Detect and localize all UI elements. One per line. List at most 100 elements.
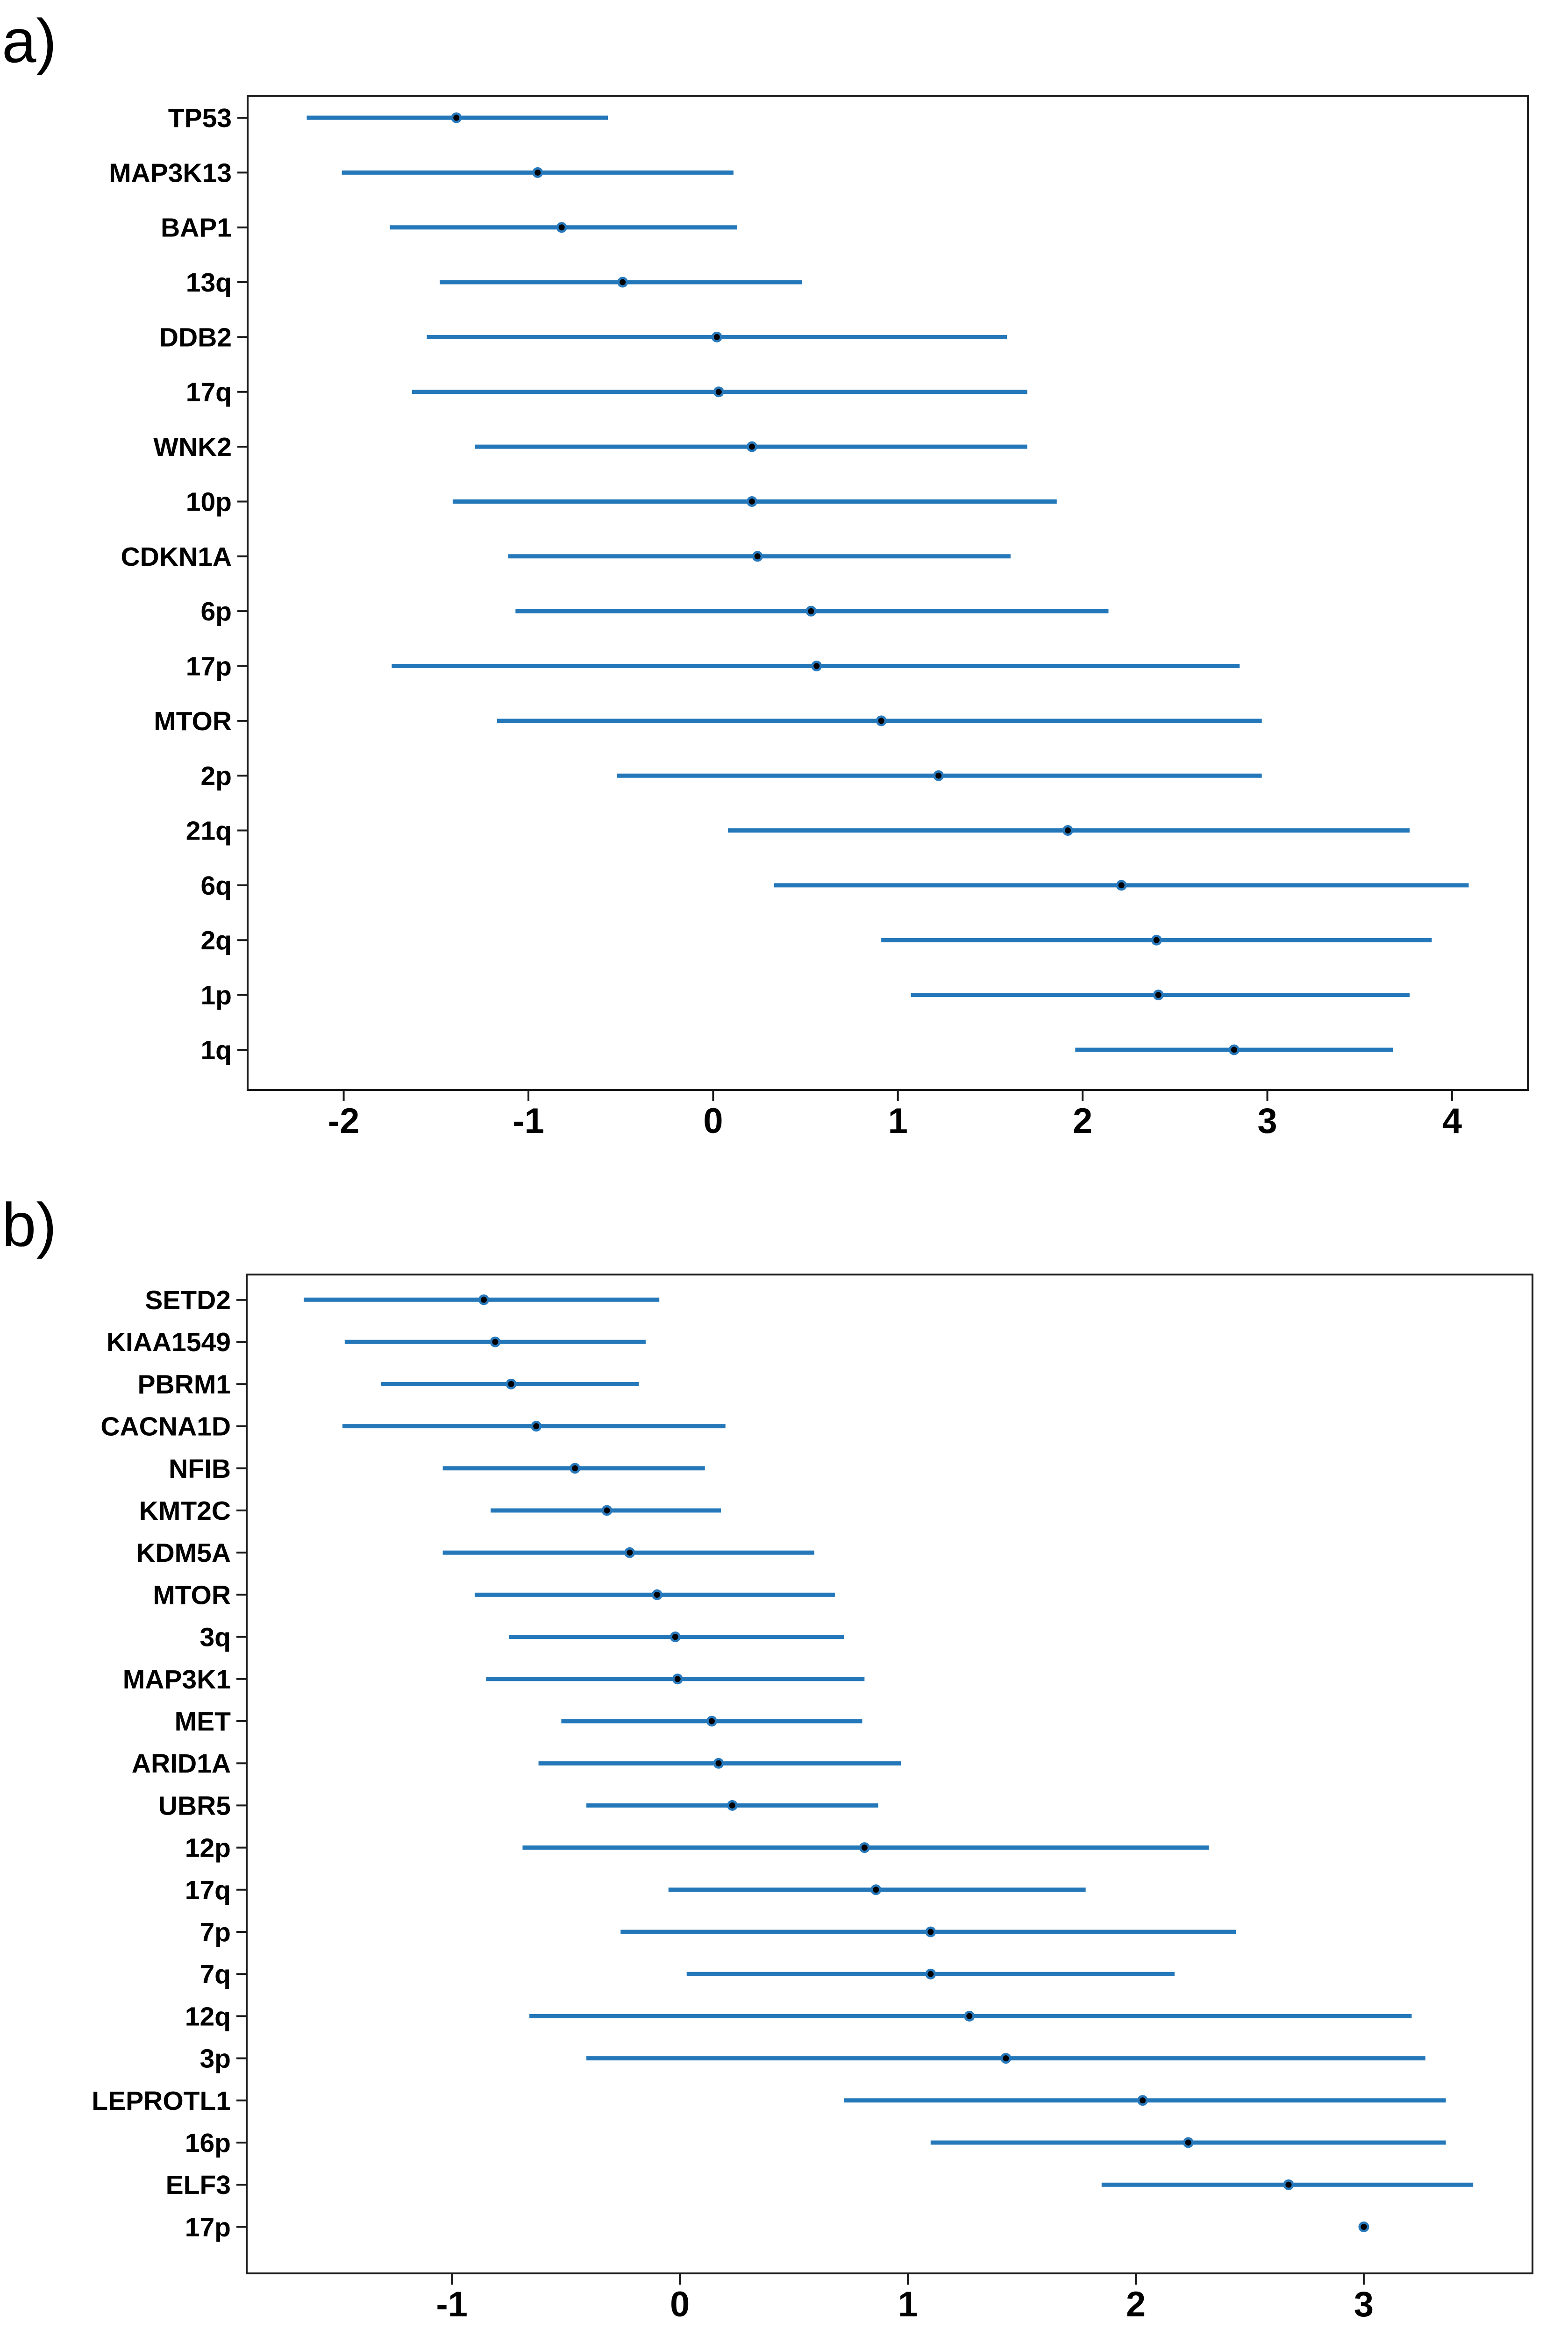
row-label: CACNA1D	[100, 1412, 231, 1442]
row-label: UBR5	[158, 1791, 231, 1821]
row-label: 3p	[200, 2044, 231, 2074]
row-label: MTOR	[154, 706, 232, 736]
row-label: 17q	[185, 1875, 231, 1905]
point-estimate	[1137, 2095, 1148, 2106]
point-estimate	[601, 1505, 613, 1516]
point-estimate	[727, 1800, 738, 1811]
row-label: KDM5A	[136, 1538, 231, 1568]
point-estimate	[706, 1716, 717, 1727]
x-tick-label: 2	[1073, 1101, 1092, 1141]
point-estimate	[876, 715, 887, 726]
panel-a-letter: a)	[2, 7, 57, 75]
x-tick-label: 1	[888, 1101, 908, 1141]
row-label: 21q	[186, 816, 232, 846]
x-tick-label: -2	[328, 1101, 360, 1141]
row-label: NFIB	[169, 1454, 231, 1484]
point-estimate	[670, 1631, 681, 1643]
point-estimate	[805, 605, 817, 617]
x-tick-label: 4	[1442, 1101, 1462, 1141]
row-label: 2p	[200, 761, 232, 791]
point-estimate	[933, 770, 944, 781]
plot-frame-a	[247, 95, 1529, 1091]
row-label: ARID1A	[132, 1749, 231, 1779]
x-tick-label: 2	[1126, 2285, 1146, 2324]
row-label: MET	[175, 1707, 231, 1737]
x-tick-label: 3	[1257, 1101, 1277, 1141]
x-tick-label: 3	[1354, 2285, 1374, 2324]
point-estimate	[531, 1421, 542, 1432]
row-label: 6p	[200, 597, 232, 627]
row-label: MAP3K1	[123, 1665, 231, 1695]
row-label: 13q	[186, 268, 232, 298]
row-label: MAP3K13	[109, 158, 232, 188]
point-estimate	[506, 1378, 517, 1389]
row-label: 1p	[200, 981, 232, 1011]
row-label: 12q	[185, 2001, 231, 2031]
row-label: 3q	[200, 1623, 231, 1652]
point-estimate	[556, 222, 567, 233]
point-estimate	[570, 1463, 581, 1474]
row-label: 6q	[200, 871, 232, 901]
row-label: 12p	[185, 1833, 231, 1863]
point-estimate	[746, 441, 757, 452]
point-estimate	[811, 661, 822, 671]
point-estimate	[713, 1758, 724, 1769]
point-estimate	[624, 1547, 635, 1558]
row-label: WNK2	[153, 432, 232, 462]
point-estimate	[1228, 1044, 1240, 1055]
row-label: 7p	[200, 1917, 231, 1947]
row-label: LEPROTL1	[92, 2086, 231, 2116]
point-estimate	[651, 1589, 663, 1600]
row-label: BAP1	[161, 213, 232, 243]
point-estimate	[451, 112, 462, 123]
point-estimate	[490, 1336, 501, 1347]
point-estimate	[1151, 934, 1162, 946]
row-label: ELF3	[166, 2170, 231, 2200]
point-estimate	[1116, 880, 1127, 891]
point-estimate	[746, 496, 757, 507]
point-estimate	[925, 1968, 936, 1980]
point-estimate	[752, 551, 763, 562]
row-label: 17p	[185, 2212, 231, 2242]
point-estimate	[1153, 990, 1164, 1001]
point-estimate	[1358, 2221, 1369, 2232]
row-label: SETD2	[145, 1285, 231, 1315]
point-estimate	[672, 1674, 683, 1685]
row-label: KIAA1549	[107, 1327, 231, 1357]
plot-frame-b	[246, 1274, 1533, 2274]
row-label: DDB2	[159, 322, 232, 352]
point-estimate	[532, 167, 543, 178]
row-label: 2q	[200, 926, 232, 955]
row-label: 7q	[200, 1959, 231, 1989]
point-estimate	[711, 331, 722, 342]
point-estimate	[925, 1926, 936, 1937]
row-label: 1q	[200, 1035, 232, 1065]
point-estimate	[1283, 2179, 1294, 2190]
row-label: 10p	[186, 487, 232, 517]
row-label: 16p	[185, 2128, 231, 2158]
point-estimate	[964, 2010, 975, 2022]
row-label: KMT2C	[139, 1496, 231, 1526]
row-label: MTOR	[153, 1580, 231, 1610]
point-estimate	[1000, 2053, 1012, 2064]
x-tick-label: 0	[670, 2285, 690, 2324]
row-label: TP53	[168, 103, 232, 133]
x-tick-label: 1	[898, 2285, 918, 2324]
row-label: CDKN1A	[121, 542, 232, 572]
point-estimate	[870, 1884, 882, 1895]
point-estimate	[478, 1294, 489, 1305]
point-estimate	[1062, 825, 1073, 836]
x-tick-label: 0	[703, 1101, 723, 1141]
point-estimate	[859, 1842, 870, 1853]
panel-b-letter: b)	[2, 1190, 57, 1259]
point-estimate	[1183, 2137, 1194, 2148]
x-tick-label: -1	[436, 2285, 468, 2324]
row-label: 17p	[186, 651, 232, 681]
row-label: 17q	[186, 377, 232, 407]
x-tick-label: -1	[513, 1101, 544, 1141]
point-estimate	[713, 386, 724, 398]
row-label: PBRM1	[137, 1369, 231, 1399]
point-estimate	[617, 277, 628, 288]
